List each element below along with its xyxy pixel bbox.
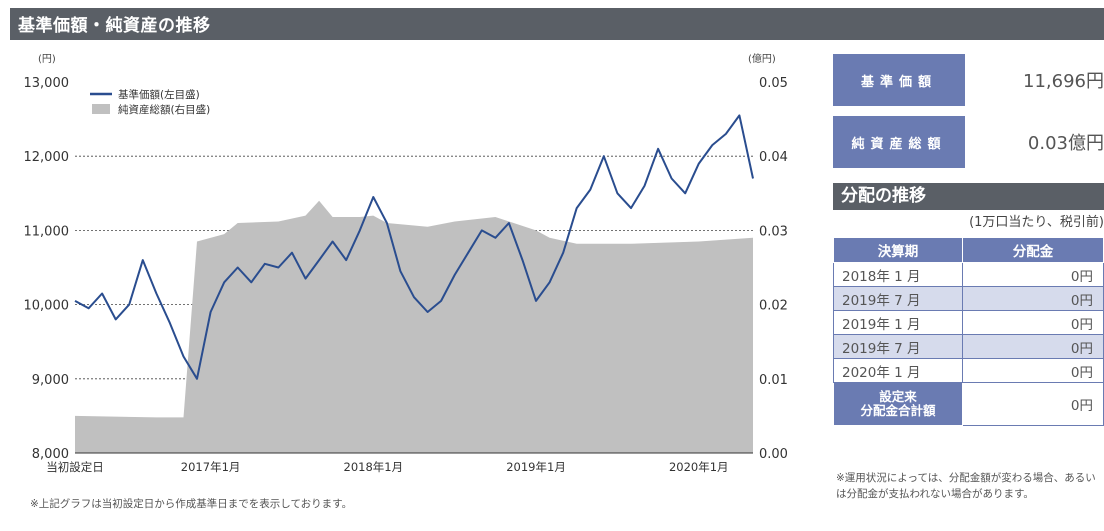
legend-item-assets: 純資産総額(右目盛) bbox=[118, 103, 210, 116]
x-tick-label: 2017年1月 bbox=[181, 460, 241, 474]
left-tick-label: 13,000 bbox=[24, 76, 70, 91]
left-unit-label: (円) bbox=[38, 54, 56, 65]
x-tick-label: 当初設定日 bbox=[46, 460, 104, 474]
row-period: 2019年 1 月 bbox=[833, 310, 963, 335]
left-tick-label: 11,000 bbox=[24, 224, 70, 239]
row-period: 2019年 7 月 bbox=[833, 286, 963, 311]
row-amount: 0円 bbox=[962, 334, 1104, 359]
row-period: 2020年 1 月 bbox=[833, 358, 963, 383]
x-tick-label: 2018年1月 bbox=[344, 460, 404, 474]
row-period: 2018年 1 月 bbox=[833, 262, 963, 287]
col-amount-header: 分配金 bbox=[962, 237, 1104, 263]
x-tick-label: 2020年1月 bbox=[669, 460, 729, 474]
total-row: 設定来 分配金合計額 0円 bbox=[833, 382, 1104, 426]
right-tick-label: 0.00 bbox=[759, 447, 788, 462]
nav-chart: 8,000 0.00 9,000 0.01 10,000 0.02 11,000 0.03 12… bbox=[0, 48, 820, 488]
row-amount: 0円 bbox=[962, 262, 1104, 287]
distribution-title: 分配の推移 bbox=[833, 183, 1104, 210]
right-tick-label: 0.01 bbox=[759, 373, 788, 388]
right-unit-label: (億円) bbox=[748, 52, 776, 65]
x-tick-label: 2019年1月 bbox=[506, 460, 566, 474]
distribution-header-row: 決算期 分配金 bbox=[833, 237, 1104, 263]
header-banner: 基準価額・純資産の推移 bbox=[0, 0, 1104, 44]
legend-item-nav: 基準価額(左目盛) bbox=[118, 88, 200, 101]
distribution-note: (1万口当たり、税引前) bbox=[969, 215, 1104, 230]
total-label-line2: 分配金合計額 bbox=[860, 403, 936, 418]
left-tick-label: 12,000 bbox=[24, 150, 70, 165]
axis-layer: 8,000 0.00 9,000 0.01 10,000 0.02 11,000 0.03 12… bbox=[24, 76, 788, 474]
total-label: 設定来 分配金合計額 bbox=[833, 382, 963, 426]
left-tick-label: 9,000 bbox=[32, 373, 69, 388]
right-tick-label: 0.04 bbox=[759, 150, 788, 165]
row-period: 2019年 7 月 bbox=[833, 334, 963, 359]
total-label-line1: 設定来 bbox=[879, 389, 917, 404]
table-row: 2019年 7 月 0円 bbox=[833, 334, 1104, 359]
header-bar bbox=[10, 8, 1104, 40]
col-period-header: 決算期 bbox=[833, 237, 963, 263]
legend: 基準価額(左目盛) 純資産総額(右目盛) bbox=[90, 88, 210, 116]
row-amount: 0円 bbox=[962, 310, 1104, 335]
assets-summary: 純資産総額 0.03億円 bbox=[833, 116, 1104, 168]
total-value: 0円 bbox=[962, 382, 1104, 426]
row-amount: 0円 bbox=[962, 358, 1104, 383]
assets-area bbox=[75, 200, 753, 453]
page-title: 基準価額・純資産の推移 bbox=[18, 16, 211, 36]
table-row: 2020年 1 月 0円 bbox=[833, 358, 1104, 383]
nav-line bbox=[74, 114, 754, 380]
distribution-table: 決算期 分配金 2018年 1 月 0円 2019年 7 月 0円 2019年 … bbox=[833, 237, 1104, 426]
nav-summary: 基準価額 11,696円 bbox=[833, 54, 1104, 106]
line-layer bbox=[74, 114, 754, 380]
right-tick-label: 0.03 bbox=[759, 224, 788, 239]
right-tick-label: 0.05 bbox=[759, 76, 788, 91]
table-row: 2019年 1 月 0円 bbox=[833, 310, 1104, 335]
distribution-caution: ※運用状況によっては、分配金額が変わる場合、あるいは分配金が支払われない場合があ… bbox=[836, 472, 1096, 500]
left-tick-label: 10,000 bbox=[24, 299, 70, 314]
left-tick-label: 8,000 bbox=[32, 447, 69, 462]
area-layer bbox=[75, 200, 753, 453]
legend-area-swatch bbox=[92, 104, 110, 114]
right-tick-label: 0.02 bbox=[759, 299, 788, 314]
nav-label: 基準価額 bbox=[833, 54, 965, 106]
assets-label: 純資産総額 bbox=[833, 116, 965, 168]
table-row: 2019年 7 月 0円 bbox=[833, 286, 1104, 311]
nav-value: 11,696円 bbox=[973, 54, 1104, 106]
assets-value: 0.03億円 bbox=[973, 116, 1104, 168]
footnote: ※上記グラフは当初設定日から作成基準日までを表示しております。 bbox=[30, 498, 353, 510]
row-amount: 0円 bbox=[962, 286, 1104, 311]
table-row: 2018年 1 月 0円 bbox=[833, 262, 1104, 287]
